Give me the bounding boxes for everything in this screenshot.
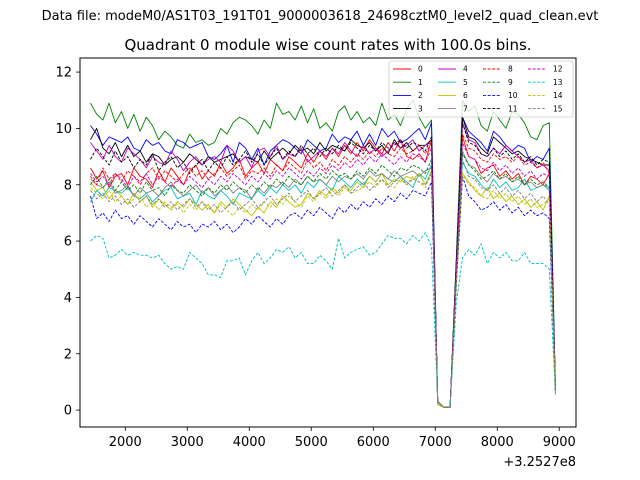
- y-tick-label: 4: [64, 291, 72, 306]
- y-tick-label: 6: [64, 235, 72, 250]
- series-line-module-7: [90, 150, 556, 408]
- legend-label-module-2: 2: [418, 91, 423, 100]
- series-line-module-10: [90, 175, 556, 408]
- y-tick-label: 2: [64, 347, 72, 362]
- x-tick-label: 7000: [419, 435, 452, 450]
- legend-label-module-9: 9: [508, 78, 513, 87]
- legend-label-module-4: 4: [463, 65, 468, 74]
- x-offset-label: +3.2527e8: [503, 455, 576, 470]
- legend-label-module-5: 5: [463, 78, 468, 87]
- x-tick-label: 5000: [295, 435, 328, 450]
- series-line-module-6: [90, 170, 556, 408]
- series-line-module-12: [90, 142, 556, 408]
- series-line-module-3: [90, 116, 556, 408]
- plot-frame: [79, 57, 577, 428]
- x-tick-label: 8000: [481, 435, 514, 450]
- series-line-module-15: [90, 158, 556, 408]
- series-line-module-11: [90, 122, 556, 408]
- series-line-module-8: [90, 133, 556, 408]
- y-tick-label: 0: [64, 404, 72, 419]
- legend-label-module-13: 13: [553, 78, 563, 87]
- legend-label-module-0: 0: [418, 65, 423, 74]
- y-tick-label: 10: [55, 122, 72, 137]
- x-tick-label: 9000: [543, 435, 576, 450]
- series-line-module-4: [90, 122, 556, 408]
- y-tick-label: 12: [55, 66, 72, 81]
- legend-label-module-3: 3: [418, 104, 423, 113]
- legend-frame: [388, 60, 574, 118]
- y-tick-label: 8: [64, 178, 72, 193]
- legend-label-module-15: 15: [553, 104, 563, 113]
- series-line-module-13: [90, 232, 556, 408]
- chart-title: Quadrant 0 module wise count rates with …: [124, 36, 531, 54]
- legend-label-module-12: 12: [553, 65, 563, 74]
- figure-suptitle: Data file: modeM0/AS1T03_191T01_90000036…: [42, 9, 599, 24]
- legend-label-module-6: 6: [463, 91, 468, 100]
- legend-label-module-8: 8: [508, 65, 513, 74]
- x-tick-label: 3000: [171, 435, 204, 450]
- x-tick-label: 4000: [233, 435, 266, 450]
- legend-label-module-7: 7: [463, 104, 468, 113]
- axes-layer: 2000 3000 4000 5000 6000 7000 8000 900002468101…: [55, 66, 575, 450]
- series-layer: [90, 99, 556, 408]
- x-tick-label: 6000: [357, 435, 390, 450]
- series-line-module-2: [90, 116, 556, 408]
- legend-label-module-1: 1: [418, 78, 423, 87]
- x-tick-label: 2000: [109, 435, 142, 450]
- series-line-module-0: [90, 136, 556, 408]
- legend-label-module-14: 14: [553, 91, 563, 100]
- series-line-module-9: [90, 153, 556, 408]
- legend-label-module-10: 10: [508, 91, 518, 100]
- legend-label-module-11: 11: [508, 104, 518, 113]
